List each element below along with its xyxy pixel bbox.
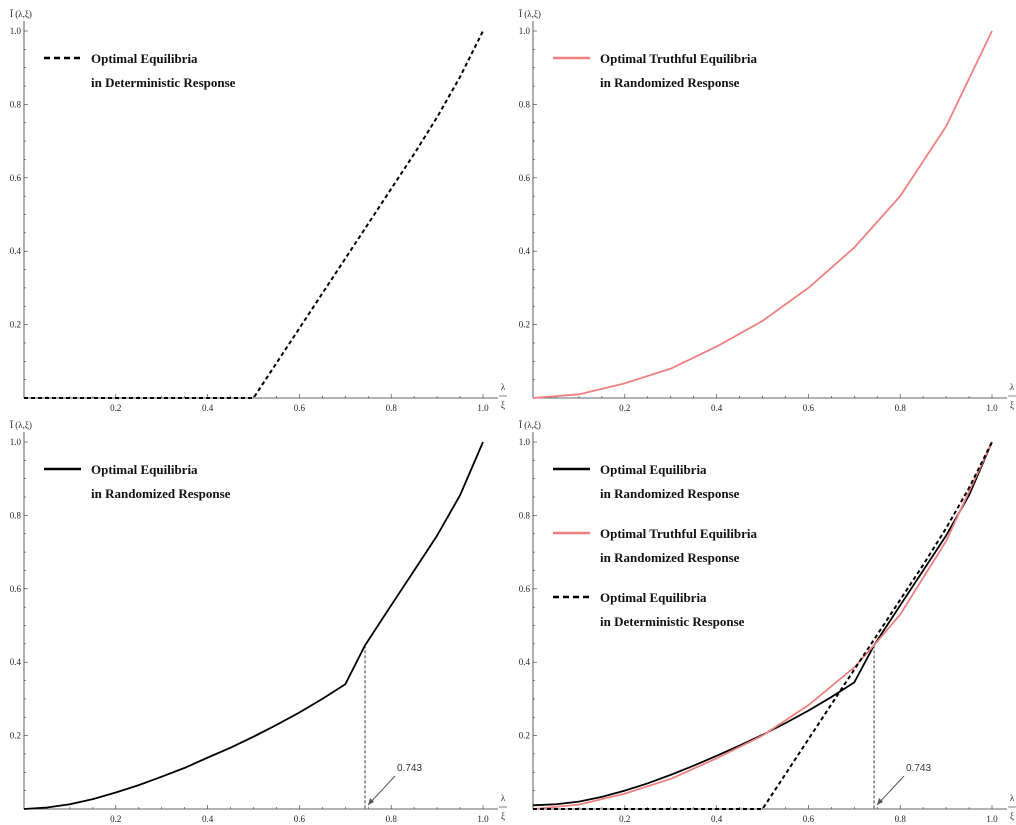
series-line-3 xyxy=(533,441,993,810)
x-tick-label: 0.2 xyxy=(110,403,121,413)
y-axis-label: Ī (λ,ξ) xyxy=(10,420,32,430)
y-axis-label: Ī (λ,ξ) xyxy=(519,9,541,19)
x-tick-label: 1.0 xyxy=(986,814,998,824)
y-tick-label: 0.2 xyxy=(519,731,530,741)
y-axis-label: Ī (λ,ξ) xyxy=(10,9,32,19)
legend-label-2: in Randomized Response xyxy=(600,550,740,565)
x-tick-label: 0.6 xyxy=(294,403,306,413)
x-tick-label: 0.4 xyxy=(202,814,214,824)
y-tick-label: 0.8 xyxy=(519,99,531,109)
x-tick-label: 0.2 xyxy=(619,403,630,413)
y-tick-label: 0.6 xyxy=(10,584,22,594)
x-tick-label: 0.2 xyxy=(619,814,630,824)
legend-label-2: Optimal Truthful Equilibria xyxy=(600,526,758,541)
y-tick-label: 0.6 xyxy=(519,173,531,183)
x-axis-label-numerator: λ xyxy=(501,382,506,392)
series-line-1 xyxy=(532,30,993,399)
annotation-arrow-shaft xyxy=(876,775,905,806)
y-tick-label: 1.0 xyxy=(519,437,531,447)
x-tick-label: 0.4 xyxy=(202,403,214,413)
x-tick-label: 0.6 xyxy=(294,814,306,824)
legend-label-1: Optimal Truthful Equilibria xyxy=(600,51,758,66)
x-axis-label-denominator: ξ xyxy=(501,400,505,410)
legend-label-1: in Randomized Response xyxy=(600,75,740,90)
legend-label-1: Optimal Equilibria xyxy=(600,462,707,477)
legend-label-1: Optimal Equilibria xyxy=(91,462,198,477)
legend-label-1: in Deterministic Response xyxy=(91,75,236,90)
series-line-2 xyxy=(532,441,993,810)
x-tick-label: 0.6 xyxy=(803,814,815,824)
x-tick-label: 0.8 xyxy=(895,403,907,413)
series-line-1 xyxy=(24,30,484,399)
x-tick-label: 0.2 xyxy=(110,814,121,824)
y-tick-label: 0.6 xyxy=(519,584,531,594)
x-tick-label: 0.8 xyxy=(386,814,398,824)
annotation-arrow-shaft xyxy=(367,775,396,806)
annotation-label: 0.743 xyxy=(397,763,422,774)
x-tick-label: 0.8 xyxy=(895,814,907,824)
legend-label-1: in Randomized Response xyxy=(600,486,740,501)
x-tick-label: 1.0 xyxy=(477,403,489,413)
x-axis-label-numerator: λ xyxy=(1010,793,1015,803)
y-axis-label: Ī (λ,ξ) xyxy=(519,420,541,430)
legend-label-1: Optimal Equilibria xyxy=(91,51,198,66)
x-tick-label: 0.4 xyxy=(711,403,723,413)
annotation-arrow-head xyxy=(877,798,884,805)
y-tick-label: 0.4 xyxy=(519,246,531,256)
x-axis-label-numerator: λ xyxy=(1010,382,1015,392)
y-tick-label: 0.4 xyxy=(10,246,22,256)
x-axis-label-denominator: ξ xyxy=(1010,811,1014,821)
legend-label-3: Optimal Equilibria xyxy=(600,590,707,605)
legend-label-1: in Randomized Response xyxy=(91,486,231,501)
x-tick-label: 0.4 xyxy=(711,814,723,824)
y-tick-label: 0.4 xyxy=(519,657,531,667)
y-tick-label: 0.6 xyxy=(10,173,22,183)
x-tick-label: 1.0 xyxy=(986,403,998,413)
y-tick-label: 1.0 xyxy=(519,26,531,36)
x-tick-label: 0.8 xyxy=(386,403,398,413)
chart-panel-bottom-left: 0.2 0.4 0.6 0.8 1.0 0.2 0.4 0.6 0.8 1.0 Ī (λ,ξ) λξ 0… xyxy=(10,420,507,824)
y-tick-label: 0.8 xyxy=(10,510,22,520)
y-tick-label: 0.2 xyxy=(519,320,530,330)
y-tick-label: 0.8 xyxy=(519,510,531,520)
x-axis-label-denominator: ξ xyxy=(501,811,505,821)
chart-panel-bottom-right: 0.2 0.4 0.6 0.8 1.0 0.2 0.4 0.6 0.8 1.0 Ī (λ,ξ) λξ 0… xyxy=(519,420,1016,824)
legend-label-3: in Deterministic Response xyxy=(600,614,745,629)
y-tick-label: 0.2 xyxy=(10,731,21,741)
y-tick-label: 1.0 xyxy=(10,26,22,36)
annotation-label: 0.743 xyxy=(906,763,931,774)
x-axis-label-numerator: λ xyxy=(501,793,506,803)
x-axis-label-denominator: ξ xyxy=(1010,400,1014,410)
x-tick-label: 0.6 xyxy=(803,403,815,413)
series-line-1 xyxy=(23,441,484,810)
x-tick-label: 1.0 xyxy=(477,814,489,824)
y-tick-label: 0.8 xyxy=(10,99,22,109)
y-tick-label: 0.2 xyxy=(10,320,21,330)
chart-panel-top-right: 0.2 0.4 0.6 0.8 1.0 0.2 0.4 0.6 0.8 1.0 Ī (λ,ξ) λξ O… xyxy=(519,9,1016,413)
y-tick-label: 1.0 xyxy=(10,437,22,447)
annotation-arrow-head xyxy=(368,798,375,805)
y-tick-label: 0.4 xyxy=(10,657,22,667)
chart-panel-top-left: 0.2 0.4 0.6 0.8 1.0 0.2 0.4 0.6 0.8 1.0 Ī (λ,ξ) λξ O… xyxy=(10,9,507,413)
